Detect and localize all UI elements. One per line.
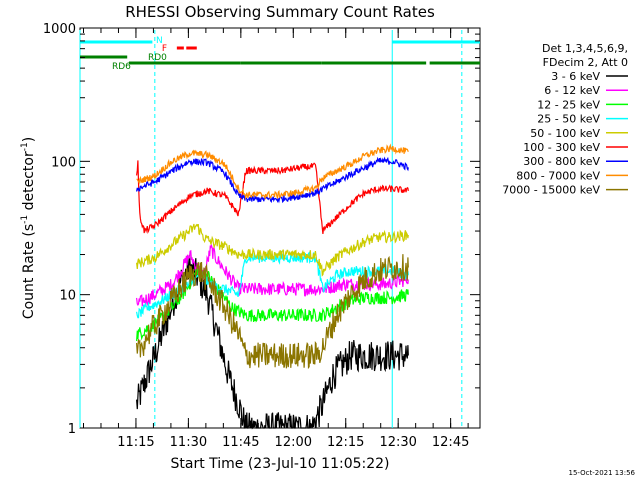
vertical-markers (79, 30, 463, 428)
legend: Det 1,3,4,5,6,9, FDecim 2, Att 0 3 - 6 k… (502, 42, 628, 197)
chart-title: RHESSI Observing Summary Count Rates (125, 3, 435, 21)
x-tick-label: 11:15 (117, 435, 154, 450)
series-line-4 (136, 223, 409, 277)
footer-timestamp: 15-Oct-2021 13:56 (569, 469, 636, 477)
series-line-8 (136, 254, 409, 370)
y-tick-label: 10 (59, 289, 76, 304)
y-axis: 1 10 100 1000 (43, 22, 480, 437)
x-tick-label: 11:30 (170, 435, 207, 450)
x-axis-label: Start Time (23-Jul-10 11:05:22) (170, 456, 389, 472)
legend-entry-label: 100 - 300 keV (523, 141, 600, 154)
x-axis: 11:15 11:30 11:45 12:00 12:15 12:30 12:45 (82, 28, 469, 450)
legend-entry-label: 12 - 25 keV (537, 98, 600, 111)
legend-entry-label: 800 - 7000 keV (516, 169, 600, 182)
x-tick-label: 12:45 (432, 435, 469, 450)
x-tick-label: 11:45 (222, 435, 259, 450)
series-layer (136, 143, 409, 430)
legend-entry-label: 7000 - 15000 keV (502, 184, 600, 197)
legend-header-decimation: FDecim 2, Att 0 (543, 56, 628, 69)
y-axis-label: Count Rate (s-1 detector-1) (20, 137, 37, 319)
flag-label-rd6: RD6 (112, 62, 131, 72)
x-tick-label: 12:30 (379, 435, 416, 450)
legend-entry-label: 50 - 100 keV (530, 127, 600, 140)
y-tick-label: 1000 (43, 22, 76, 37)
series-line-5 (136, 160, 409, 235)
series-line-7 (136, 143, 409, 201)
y-tick-label: 100 (51, 155, 76, 170)
flag-label-f: F (162, 44, 167, 54)
legend-entry-label: 25 - 50 keV (537, 113, 600, 126)
legend-entry-label: 6 - 12 keV (544, 84, 600, 97)
legend-header-detectors: Det 1,3,4,5,6,9, (542, 42, 628, 55)
x-tick-label: 12:15 (327, 435, 364, 450)
legend-entry-label: 300 - 800 keV (523, 155, 600, 168)
x-tick-label: 12:00 (275, 435, 312, 450)
flag-label-n: N (156, 36, 163, 46)
series-line-6 (136, 156, 409, 204)
flag-label-rd0: RD0 (148, 53, 167, 63)
y-tick-label: 1 (68, 422, 76, 437)
legend-entry-label: 3 - 6 keV (551, 70, 600, 83)
